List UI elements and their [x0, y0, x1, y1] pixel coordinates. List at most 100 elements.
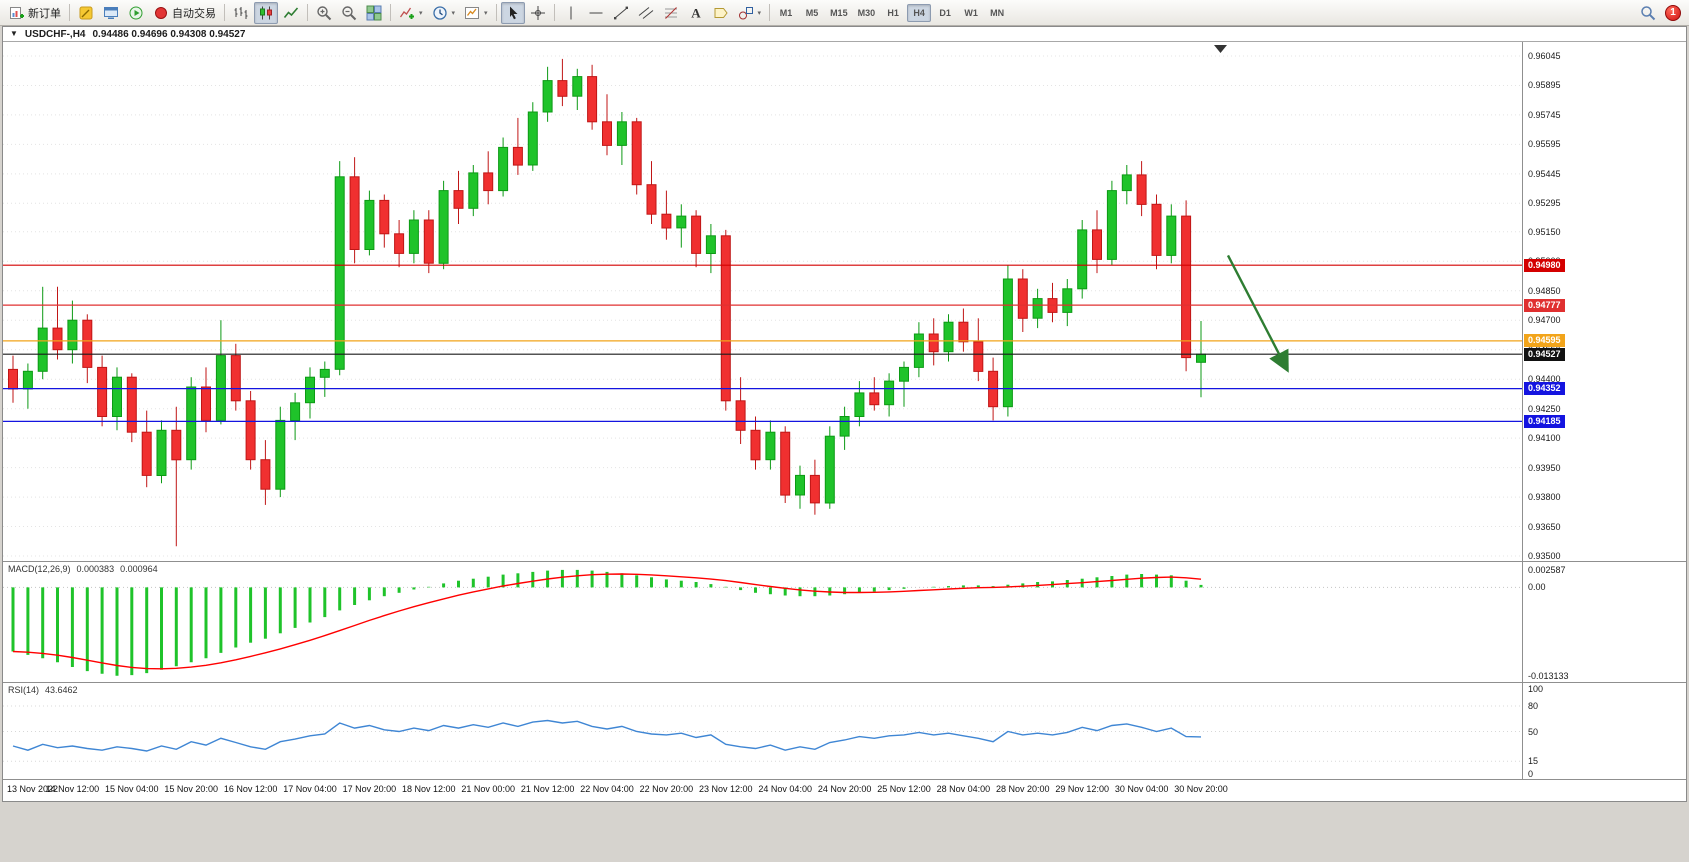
bar-chart-button[interactable]	[229, 2, 253, 24]
toolbar-right-group: 1	[1636, 2, 1684, 24]
price-axis-label: 0.95150	[1528, 226, 1561, 237]
vertical-line-tool-button[interactable]	[559, 2, 583, 24]
strategy-tester-button[interactable]	[124, 2, 148, 24]
templates-button[interactable]: ▾	[460, 2, 492, 24]
timeframe-button-D1[interactable]: D1	[939, 7, 951, 18]
crosshair-tool-button[interactable]	[526, 2, 550, 24]
rsi-plot[interactable]	[3, 683, 1522, 780]
time-axis-label: 23 Nov 12:00	[699, 784, 753, 794]
rsi-axis-label: 50	[1528, 726, 1539, 737]
price-line-tag[interactable]: 0.94777	[1524, 298, 1565, 312]
price-axis-label: 0.96045	[1528, 51, 1561, 61]
price-axis-label: 0.95595	[1528, 139, 1561, 150]
chart-title-ohlc: 0.94486 0.94696 0.94308 0.94527	[92, 28, 246, 40]
notification-badge[interactable]: 1	[1665, 4, 1681, 21]
fibonacci-tool-button[interactable]	[659, 2, 683, 24]
candlestick-chart-button[interactable]	[254, 1, 278, 24]
zoom-in-button[interactable]	[312, 2, 336, 24]
timeframe-button-H4[interactable]: H4	[907, 3, 932, 22]
macd-plot[interactable]	[3, 562, 1522, 683]
time-axis-label: 13 Nov 2022	[7, 784, 59, 794]
terminal-button[interactable]	[99, 2, 123, 24]
trendline-icon	[613, 5, 629, 21]
price-axis[interactable]: 0.96045 0.95895 0.95745 0.95595 0.95445 0.952…	[1522, 42, 1686, 561]
price-chart-panel: 0.96045 0.95895 0.95745 0.95595 0.95445 0.952…	[3, 42, 1686, 562]
time-axis-label: 18 Nov 12:00	[402, 784, 456, 794]
price-chart-plot[interactable]	[3, 42, 1522, 562]
new-order-icon	[9, 5, 25, 21]
line-chart-icon	[283, 5, 299, 21]
time-axis-label: 24 Nov 20:00	[817, 784, 872, 794]
rsi-axis-label: 80	[1528, 701, 1539, 711]
trendline-tool-button[interactable]	[609, 2, 633, 24]
timeframe-button-M15[interactable]: M15	[830, 7, 848, 18]
vertical-line-icon	[563, 5, 579, 21]
chevron-down-icon: ▾	[757, 9, 762, 17]
zoom-out-button[interactable]	[337, 2, 361, 24]
metaeditor-button[interactable]	[74, 2, 98, 24]
periods-button[interactable]: ▾	[428, 2, 460, 24]
timeframe-button-M5[interactable]: M5	[805, 7, 819, 18]
price-line-tag[interactable]: 0.94185	[1524, 414, 1565, 428]
time-axis-label: 21 Nov 00:00	[461, 784, 515, 794]
macd-axis[interactable]: 0.002587 0.00 -0.013133	[1522, 562, 1686, 682]
time-axis-label: 16 Nov 12:00	[223, 784, 278, 794]
price-axis-label: 0.95295	[1528, 198, 1561, 209]
fibonacci-icon	[663, 5, 679, 21]
rsi-name: RSI(14)	[8, 685, 40, 695]
price-line-tag[interactable]: 0.94980	[1524, 258, 1565, 272]
time-axis-label: 14 Nov 12:00	[45, 784, 100, 794]
macd-axis-label: 0.00	[1528, 582, 1546, 593]
timeframe-button-MN[interactable]: MN	[990, 7, 1005, 18]
autotrading-button[interactable]: 自动交易	[149, 2, 220, 24]
chart-window-usdchf-h4: ▼ USDCHF-,H4 0.94486 0.94696 0.94308 0.9…	[2, 26, 1687, 802]
zoom-in-icon	[316, 5, 332, 21]
price-line-tag[interactable]: 0.94352	[1524, 382, 1565, 396]
timeframe-button-M1[interactable]: M1	[779, 7, 793, 18]
rsi-axis[interactable]: 100 80 50 15 0	[1522, 683, 1686, 779]
price-axis-label: 0.93800	[1528, 492, 1561, 503]
rsi-axis-label: 100	[1528, 684, 1544, 694]
cursor-tool-button[interactable]	[500, 1, 525, 24]
time-axis-label: 22 Nov 20:00	[639, 784, 694, 794]
toolbar-separator	[495, 4, 497, 21]
search-icon	[1640, 5, 1656, 21]
timeframe-button-H1[interactable]: H1	[887, 7, 899, 18]
tile-windows-button[interactable]	[362, 2, 386, 24]
zoom-out-icon	[341, 5, 357, 21]
rsi-axis-label: 15	[1528, 756, 1539, 767]
horizontal-line-tool-button[interactable]	[584, 2, 608, 24]
crosshair-icon	[530, 5, 546, 21]
timeframe-button-M30[interactable]: M30	[857, 7, 876, 18]
search-button[interactable]	[1636, 2, 1660, 24]
main-toolbar: 新订单 自动交易 ▾ ▾ ▾ A ▾ M1 M5 M15 M3	[0, 0, 1689, 26]
toolbar-separator	[390, 4, 391, 21]
text-tool-button[interactable]: A	[684, 2, 708, 24]
channel-tool-button[interactable]	[634, 2, 658, 24]
rsi-axis-label: 0	[1528, 769, 1534, 779]
add-indicator-button[interactable]: ▾	[395, 2, 427, 24]
new-order-button[interactable]: 新订单	[5, 2, 65, 24]
price-line-tag[interactable]: 0.94527	[1524, 347, 1565, 361]
time-axis-label: 15 Nov 20:00	[164, 784, 218, 794]
tile-windows-icon	[366, 5, 382, 21]
rsi-value: 43.6462	[45, 685, 78, 695]
price-axis-label: 0.95745	[1528, 109, 1561, 120]
line-chart-button[interactable]	[279, 2, 303, 24]
timeframe-button-W1[interactable]: W1	[964, 7, 978, 18]
shapes-tool-button[interactable]: ▾	[734, 2, 766, 24]
time-axis[interactable]: 13 Nov 2022 14 Nov 12:00 15 Nov 04:00 15 No…	[3, 780, 1686, 798]
autotrading-label: 自动交易	[172, 7, 216, 20]
one-click-trading-toggle-icon[interactable]: ▼	[10, 29, 18, 38]
time-axis-label: 17 Nov 20:00	[342, 784, 397, 794]
price-axis-label: 0.94700	[1528, 315, 1561, 326]
macd-panel: MACD(12,26,9) 0.000383 0.000964 0.002587…	[3, 562, 1686, 683]
price-axis-label: 0.94250	[1528, 403, 1561, 414]
price-axis-label: 0.95445	[1528, 168, 1561, 179]
chart-title-symbol: USDCHF-,H4	[24, 28, 86, 40]
time-axis-label: 21 Nov 12:00	[520, 784, 575, 794]
price-line-tag[interactable]: 0.94595	[1524, 334, 1565, 348]
time-axis-label: 22 Nov 04:00	[580, 784, 634, 794]
price-axis-label: 0.93650	[1528, 521, 1561, 532]
label-tool-button[interactable]	[709, 2, 733, 24]
